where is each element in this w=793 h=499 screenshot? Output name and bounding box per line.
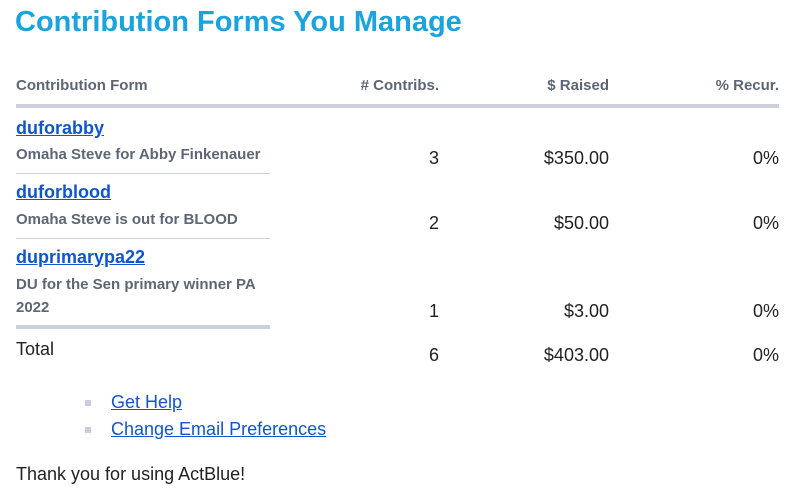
page-title: Contribution Forms You Manage: [15, 6, 462, 38]
form-description: DU for the Sen primary winner PA 2022: [16, 276, 256, 316]
bullet-icon: [85, 400, 91, 406]
form-link-duforabby[interactable]: duforabby: [16, 118, 104, 138]
get-help-link[interactable]: Get Help: [111, 392, 183, 412]
table-bottom-divider: [16, 325, 270, 329]
contribs-value: 1: [428, 301, 439, 321]
row-divider: [16, 173, 270, 174]
recur-value: 0%: [752, 301, 779, 321]
form-link-duforblood[interactable]: duforblood: [16, 182, 111, 202]
recur-value: 0%: [752, 148, 779, 168]
thank-you-text: Thank you for using ActBlue!: [16, 464, 246, 484]
row-divider: [16, 238, 270, 239]
total-recur: 0%: [752, 345, 779, 365]
raised-value: $50.00: [553, 213, 609, 233]
contribs-value: 3: [428, 148, 439, 168]
total-contribs: 6: [428, 345, 439, 365]
header-raised: $ Raised: [547, 77, 609, 94]
header-recur: % Recur.: [715, 77, 779, 94]
form-link-duprimarypa22[interactable]: duprimarypa22: [16, 247, 146, 267]
header-divider: [16, 104, 779, 108]
contribs-value: 2: [428, 213, 439, 233]
form-description: Omaha Steve for Abby Finkenauer: [16, 146, 261, 163]
header-contribs: # Contribs.: [360, 77, 439, 94]
total-label: Total: [16, 339, 55, 359]
form-description: Omaha Steve is out for BLOOD: [16, 211, 238, 228]
bullet-icon: [85, 427, 91, 433]
recur-value: 0%: [752, 213, 779, 233]
raised-value: $3.00: [563, 301, 609, 321]
header-contribution-form: Contribution Form: [16, 77, 148, 94]
change-email-preferences-link[interactable]: Change Email Preferences: [111, 419, 327, 439]
total-raised: $403.00: [543, 345, 609, 365]
raised-value: $350.00: [543, 148, 609, 168]
